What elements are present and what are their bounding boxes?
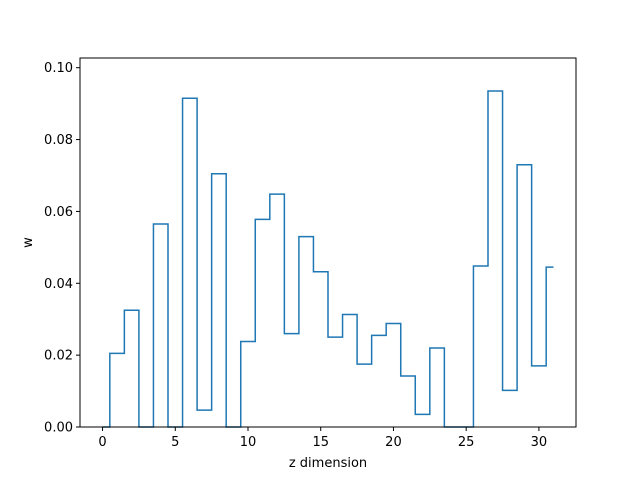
series-step-line [102,90,554,428]
x-tick-label: 30 [531,435,548,450]
y-tick-label: 0.06 [44,205,73,220]
x-tick-label: 10 [240,435,257,450]
y-axis-label: w [21,237,36,248]
y-tick-label: 0.10 [44,61,73,76]
x-tick-label: 20 [385,435,402,450]
y-tick-label: 0.00 [44,421,73,436]
x-tick-label: 25 [458,435,475,450]
x-axis-label: z dimension [289,456,367,471]
x-tick-label: 15 [312,435,329,450]
x-tick-label: 0 [98,435,106,450]
y-tick-label: 0.02 [44,349,73,364]
y-axis: 0.00 0.02 0.04 0.06 0.08 0.10 [44,61,80,436]
y-tick-label: 0.08 [44,133,73,148]
y-tick-label: 0.04 [44,277,73,292]
x-axis: 0 5 10 15 20 25 30 [98,427,547,450]
plot-frame [79,57,577,428]
x-tick-label: 5 [171,435,179,450]
plot-marks [102,90,554,428]
